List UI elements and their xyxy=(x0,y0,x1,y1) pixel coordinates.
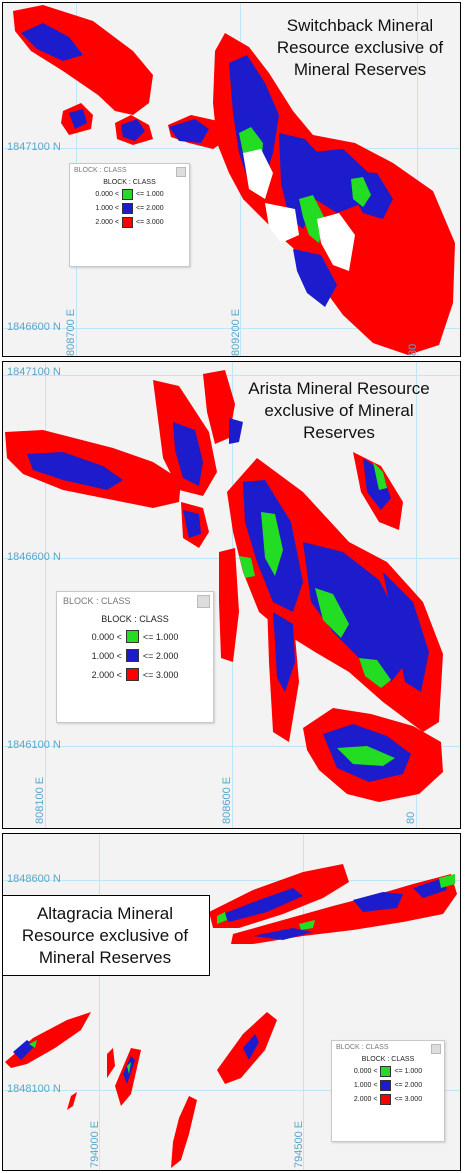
green-swatch xyxy=(125,630,139,643)
legend-header: BLOCK : CLASS xyxy=(74,167,127,174)
easting-label: 80 xyxy=(405,811,417,824)
legend-row: 2.000 < <= 3.000 xyxy=(91,668,179,681)
legend-row: 1.000 < <= 2.000 xyxy=(95,203,164,214)
northing-label: 1846600 N xyxy=(7,551,61,563)
easting-label: 808600 E xyxy=(221,776,233,824)
green-swatch xyxy=(380,1066,392,1077)
legend-close-icon[interactable] xyxy=(431,1044,441,1054)
legend-close-icon[interactable] xyxy=(176,167,186,177)
easting-label: 794000 E xyxy=(89,1120,101,1168)
legend-box: BLOCK : CLASS BLOCK : CLASS 0.000 < <= 1.… xyxy=(56,591,214,723)
arista-panel: 1847100 N 1846600 N 1846100 N 808100 E 8… xyxy=(2,361,461,829)
blue-swatch xyxy=(380,1080,392,1091)
legend-close-icon[interactable] xyxy=(197,595,210,608)
legend-title: BLOCK : CLASS xyxy=(101,614,169,624)
legend-row: 1.000 < <= 2.000 xyxy=(91,649,179,662)
altagracia-panel: 1848600 N 1848100 N 794000 E 794500 E Al… xyxy=(2,833,461,1171)
red-swatch xyxy=(380,1094,392,1105)
northing-label: 1848100 N xyxy=(7,1083,61,1095)
northing-label: 1846100 N xyxy=(7,739,61,751)
legend-row: 0.000 < <= 1.000 xyxy=(91,630,179,643)
arista-title: Arista Mineral Resource exclusive of Min… xyxy=(248,379,430,442)
red-swatch xyxy=(121,217,133,228)
legend-row: 0.000 < <= 1.000 xyxy=(353,1066,423,1077)
legend-row: 0.000 < <= 1.000 xyxy=(95,189,164,200)
legend-box: BLOCK : CLASS BLOCK : CLASS 0.000 < <= 1.… xyxy=(69,163,190,267)
switchback-title: Switchback Mineral Resource exclusive of… xyxy=(276,16,444,79)
legend-title: BLOCK : CLASS xyxy=(361,1056,415,1063)
blue-swatch xyxy=(125,649,139,662)
northing-label: 1848600 N xyxy=(7,873,61,885)
green-swatch xyxy=(121,189,133,200)
northing-label: 1846600 N xyxy=(7,321,61,333)
legend-header: BLOCK : CLASS xyxy=(63,596,131,606)
legend-header: BLOCK : CLASS xyxy=(336,1044,389,1051)
easting-label: 794500 E xyxy=(293,1120,305,1168)
easting-label: 80 xyxy=(407,343,419,356)
northing-label: 1847100 N xyxy=(7,141,61,153)
switchback-ore-map xyxy=(13,5,455,355)
easting-label: 808700 E xyxy=(65,308,77,356)
legend-row: 2.000 < <= 3.000 xyxy=(353,1094,423,1105)
legend-title: BLOCK : CLASS xyxy=(103,179,156,186)
legend-row: 1.000 < <= 2.000 xyxy=(353,1080,423,1091)
easting-label: 809200 E xyxy=(230,308,242,356)
red-swatch xyxy=(125,668,139,681)
altagracia-ore-map xyxy=(5,864,457,1168)
northing-label: 1847100 N xyxy=(7,366,61,378)
altagracia-title: Altagracia Mineral Resource exclusive of… xyxy=(3,895,210,976)
switchback-panel: 1847100 N 1846600 N 808700 E 809200 E 80… xyxy=(2,2,461,357)
easting-label: 808100 E xyxy=(34,776,46,824)
arista-ore-map xyxy=(5,370,443,802)
blue-swatch xyxy=(121,203,133,214)
legend-row: 2.000 < <= 3.000 xyxy=(95,217,164,228)
legend-box: BLOCK : CLASS BLOCK : CLASS 0.000 < <= 1.… xyxy=(331,1040,445,1142)
